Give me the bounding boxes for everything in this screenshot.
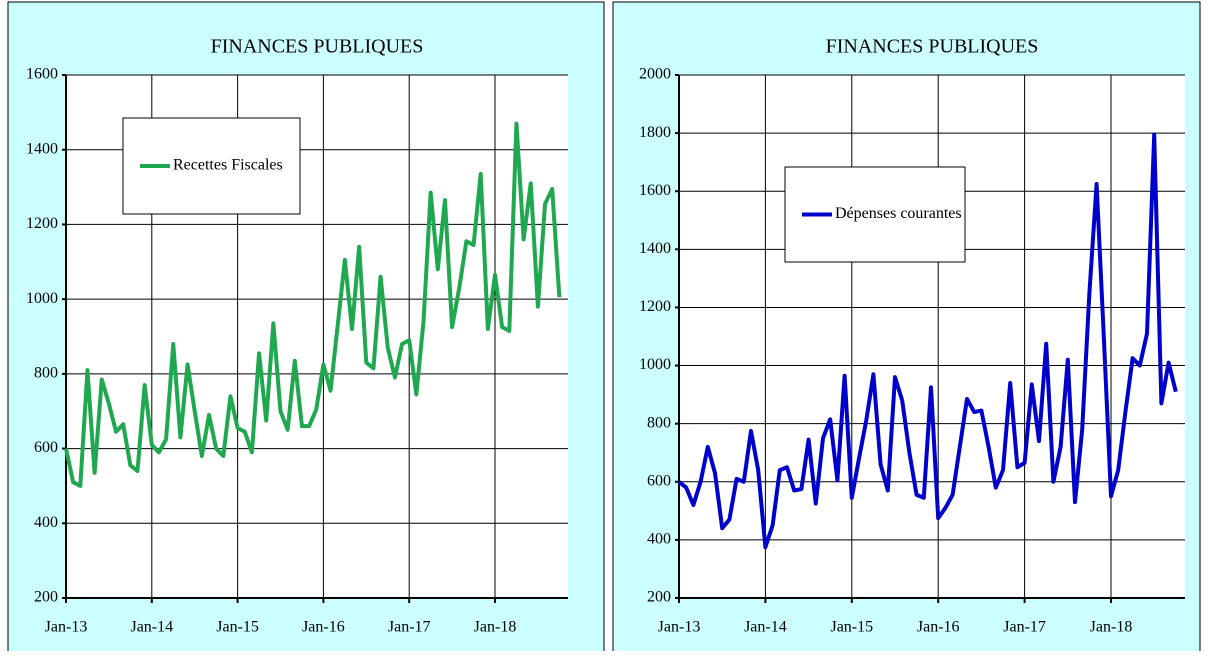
x-tick-label: Jan-17	[1003, 619, 1046, 636]
y-tick-label: 1000	[26, 290, 58, 307]
x-tick-label: Jan-15	[830, 619, 873, 636]
series-line	[677, 132, 1178, 550]
x-tick-label: Jan-16	[917, 619, 960, 636]
y-tick-label: 200	[34, 589, 58, 606]
x-tick-label: Jan-13	[45, 619, 88, 636]
chart-title: FINANCES PUBLIQUES	[826, 36, 1039, 58]
y-tick-label: 1200	[26, 215, 58, 232]
legend-label: Recettes Fiscales	[173, 157, 283, 174]
x-tick-label: Jan-13	[658, 619, 701, 636]
y-tick-label: 1000	[639, 356, 671, 373]
x-tick-label: Jan-18	[474, 619, 517, 636]
x-tick-label: Jan-14	[130, 619, 173, 636]
x-tick-label: Jan-16	[302, 619, 345, 636]
chart-title: FINANCES PUBLIQUES	[211, 36, 424, 58]
y-tick-label: 1600	[26, 66, 58, 83]
y-tick-label: 400	[34, 514, 58, 531]
y-tick-label: 400	[647, 531, 671, 548]
x-tick-label: Jan-17	[388, 619, 431, 636]
y-tick-label: 1400	[26, 140, 58, 157]
plot-area	[679, 75, 1185, 598]
y-tick-label: 1800	[639, 124, 671, 141]
legend-label: Dépenses courantes	[835, 205, 962, 222]
x-tick-label: Jan-14	[744, 619, 787, 636]
series-line	[64, 121, 562, 488]
x-tick-label: Jan-18	[1090, 619, 1133, 636]
x-tick-label: Jan-15	[216, 619, 259, 636]
y-tick-label: 800	[647, 414, 671, 431]
y-tick-label: 200	[647, 589, 671, 606]
y-tick-label: 800	[34, 365, 58, 382]
y-tick-label: 600	[647, 472, 671, 489]
y-tick-label: 1400	[639, 240, 671, 257]
y-tick-label: 1600	[639, 182, 671, 199]
y-tick-label: 600	[34, 439, 58, 456]
y-tick-label: 2000	[639, 66, 671, 83]
y-tick-label: 1200	[639, 298, 671, 315]
